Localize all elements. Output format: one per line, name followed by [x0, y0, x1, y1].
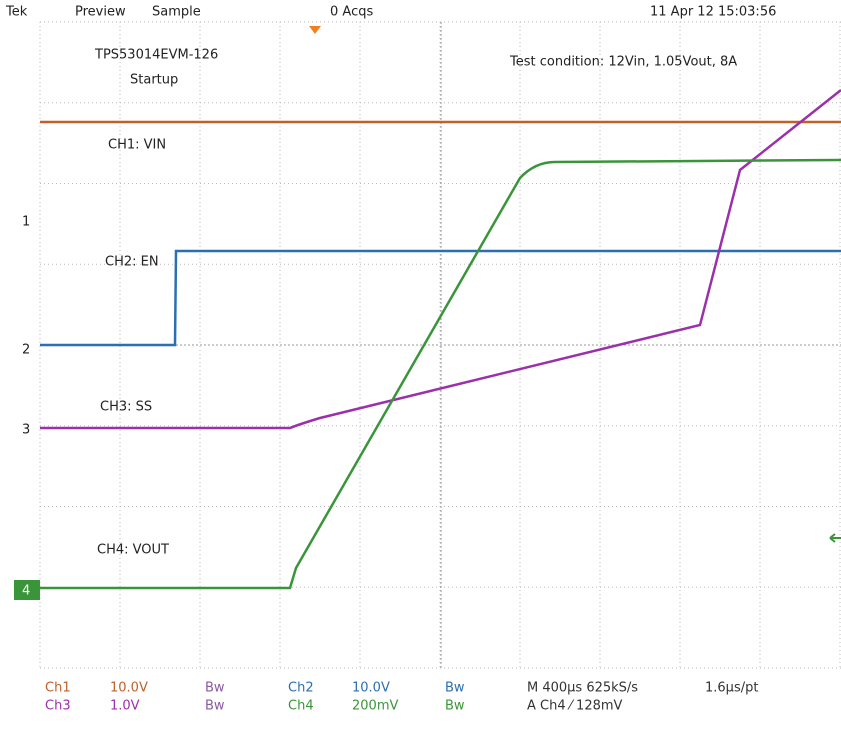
footer-field: Ch3: [45, 699, 71, 714]
annotations: TPS53014EVM-126 Startup Test condition: …: [94, 48, 737, 558]
channel-marker: 4: [22, 584, 30, 599]
ref-arrow: [829, 533, 841, 543]
channel-marker: 1: [22, 215, 30, 230]
markers: 1 2 3 4: [14, 215, 841, 600]
menu-item: Tek: [5, 5, 28, 20]
menu-item: Sample: [152, 5, 201, 20]
trace-ch3: [40, 89, 841, 430]
trigger-marker: [309, 26, 321, 34]
footer-field: 1.6µs/pt: [705, 681, 758, 696]
trace-ch4: [40, 158, 841, 590]
channel-marker: 3: [22, 423, 30, 438]
channel-label: CH2: EN: [105, 255, 159, 270]
channel-label: CH1: VIN: [108, 138, 166, 153]
footer: Ch1 10.0V Bw Ch2 10.0V Bw M 400µs 625kS/s 1.6µs…: [45, 681, 758, 714]
footer-field: Ch1: [45, 681, 71, 696]
acq-count: 0 Acqs: [330, 5, 373, 20]
timestamp: 11 Apr 12 15:03:56: [650, 5, 776, 20]
board-label: TPS53014EVM-126: [94, 48, 218, 63]
footer-field: 10.0V: [352, 681, 390, 696]
footer-field: Bw: [445, 681, 465, 696]
footer-field: Bw: [205, 699, 225, 714]
trace-ch2: [40, 249, 841, 347]
channel-marker: 2: [22, 343, 30, 358]
footer-field: A Ch4 ⁄ 128mV: [527, 699, 623, 714]
footer-field: 1.0V: [110, 699, 140, 714]
marker-box: [14, 580, 40, 600]
channel-label: CH4: VOUT: [97, 543, 169, 558]
footer-field: 200mV: [352, 699, 398, 714]
menu-item: Preview: [75, 5, 126, 20]
footer-field: Bw: [445, 699, 465, 714]
footer-field: M 400µs 625kS/s: [527, 681, 638, 696]
condition-label: Test condition: 12Vin, 1.05Vout, 8A: [509, 55, 737, 70]
footer-field: Bw: [205, 681, 225, 696]
footer-field: Ch4: [288, 699, 314, 714]
mode-label: Startup: [130, 73, 178, 88]
footer-field: Ch2: [288, 681, 314, 696]
header: Tek Preview Sample 0 Acqs 11 Apr 12 15:0…: [5, 5, 776, 20]
footer-field: 10.0V: [110, 681, 148, 696]
traces: [40, 89, 841, 590]
channel-label: CH3: SS: [100, 400, 152, 415]
